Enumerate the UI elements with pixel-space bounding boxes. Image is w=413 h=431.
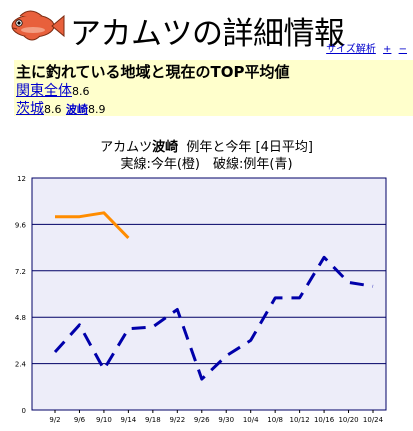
akamutsu-fish-icon [11, 10, 65, 41]
x-tick-label: 9/30 [218, 416, 234, 424]
chart-title-location: 波崎 [152, 140, 179, 155]
region-link-hasaki[interactable]: 波崎 [65, 103, 88, 116]
x-tick-label: 9/26 [194, 416, 210, 424]
x-tick-label: 9/22 [169, 416, 185, 424]
region-summary-heading: 主に釣れている地域と現在のTOP平均値 [16, 63, 290, 81]
x-tick-label: 10/8 [267, 416, 283, 424]
zoom-out-link[interactable]: − [398, 44, 407, 55]
region-value-kanto: 8.6 [72, 85, 90, 98]
chart-title-period: 例年と今年 [4日平均] [186, 140, 313, 155]
catch-average-line-chart: 0 2.4 4.8 7.2 9.6 12 9/2 9/6 9/10 9/14 9/18 9/22 9/2… [15, 175, 387, 424]
y-tick-label: 2.4 [15, 361, 27, 369]
plot-area [31, 177, 387, 411]
chart-title-fish: アカムツ [100, 140, 153, 155]
series-line-average [53, 255, 374, 381]
x-tick-label: 10/24 [363, 416, 384, 424]
x-tick-label: 9/18 [145, 416, 161, 424]
region-value-hasaki: 8.9 [87, 103, 106, 116]
x-tick-label: 9/14 [121, 416, 137, 424]
series-line-this-year [55, 211, 130, 239]
zoom-in-link[interactable]: + [383, 44, 392, 55]
x-tick-label: 10/12 [290, 416, 310, 424]
y-tick-label: 4.8 [15, 314, 26, 322]
y-tick-label: 12 [17, 175, 26, 183]
chart-title: アカムツ波崎 例年と今年 [4日平均] [0, 136, 413, 155]
region-link-kanto[interactable]: 関東全体 [16, 83, 72, 99]
page-title: アカムツの詳細情報 [70, 16, 345, 52]
x-tick-label: 9/10 [96, 416, 112, 424]
page-header: アカムツの詳細情報 サイズ解析 + − [0, 0, 413, 60]
x-tick-label: 10/16 [314, 416, 335, 424]
x-tick-label: 9/6 [74, 416, 86, 424]
header-links: サイズ解析 + − [322, 40, 407, 55]
region-link-ibaraki[interactable]: 茨城 [16, 101, 44, 117]
x-tick-label: 9/2 [49, 416, 60, 424]
x-tick-label: 10/20 [338, 416, 358, 424]
size-analysis-link[interactable]: サイズ解析 [326, 44, 376, 55]
chart-legend-note: 実線:今年(橙) 破線:例年(青) [120, 157, 293, 172]
x-tick-label: 10/4 [243, 416, 259, 424]
region-value-ibaraki: 8.6 [44, 103, 62, 116]
y-tick-label: 9.6 [15, 221, 27, 229]
y-tick-label: 0 [22, 407, 26, 415]
y-tick-label: 7.2 [15, 268, 26, 276]
region-row: 関東全体8.6 [16, 80, 90, 100]
region-summary-box: 主に釣れている地域と現在のTOP平均値 関東全体8.6 茨城8.6 波崎8.9 [14, 60, 413, 118]
region-row: 茨城8.6 波崎8.9 [16, 98, 105, 118]
